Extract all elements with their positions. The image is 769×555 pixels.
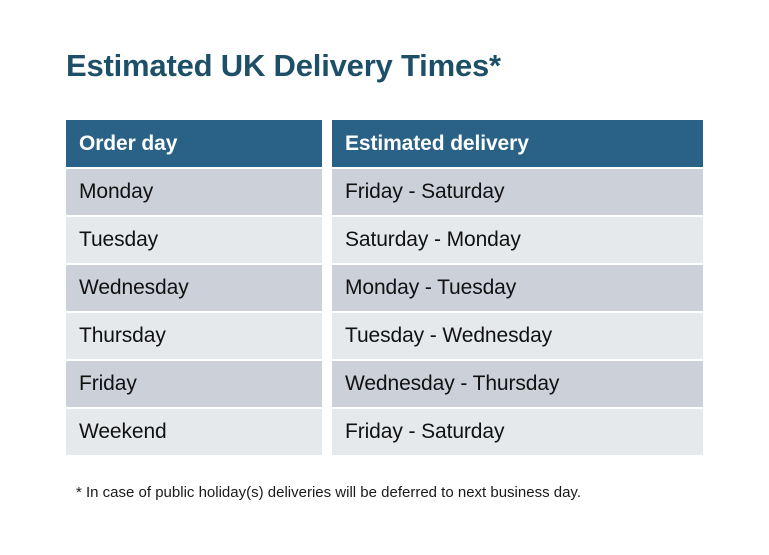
cell-order-day: Tuesday <box>66 217 322 263</box>
table-row: Weekend Friday - Saturday <box>66 409 703 455</box>
cell-estimated-delivery: Wednesday - Thursday <box>332 361 703 407</box>
table-row: Friday Wednesday - Thursday <box>66 361 703 407</box>
page-title: Estimated UK Delivery Times* <box>66 48 501 83</box>
cell-estimated-delivery: Saturday - Monday <box>332 217 703 263</box>
cell-estimated-delivery: Tuesday - Wednesday <box>332 313 703 359</box>
cell-order-day: Friday <box>66 361 322 407</box>
table-row: Monday Friday - Saturday <box>66 169 703 215</box>
footnote-public-holiday: * In case of public holiday(s) deliverie… <box>76 484 581 501</box>
table-header-row: Order day Estimated delivery <box>66 120 703 167</box>
column-header-order-day: Order day <box>66 120 322 167</box>
cell-order-day: Thursday <box>66 313 322 359</box>
cell-order-day: Monday <box>66 169 322 215</box>
cell-estimated-delivery: Monday - Tuesday <box>332 265 703 311</box>
table-row: Thursday Tuesday - Wednesday <box>66 313 703 359</box>
table-row: Wednesday Monday - Tuesday <box>66 265 703 311</box>
cell-order-day: Wednesday <box>66 265 322 311</box>
cell-estimated-delivery: Friday - Saturday <box>332 169 703 215</box>
column-header-estimated-delivery: Estimated delivery <box>332 120 703 167</box>
cell-estimated-delivery: Friday - Saturday <box>332 409 703 455</box>
cell-order-day: Weekend <box>66 409 322 455</box>
table-row: Tuesday Saturday - Monday <box>66 217 703 263</box>
delivery-times-table: Order day Estimated delivery Monday Frid… <box>66 120 703 455</box>
